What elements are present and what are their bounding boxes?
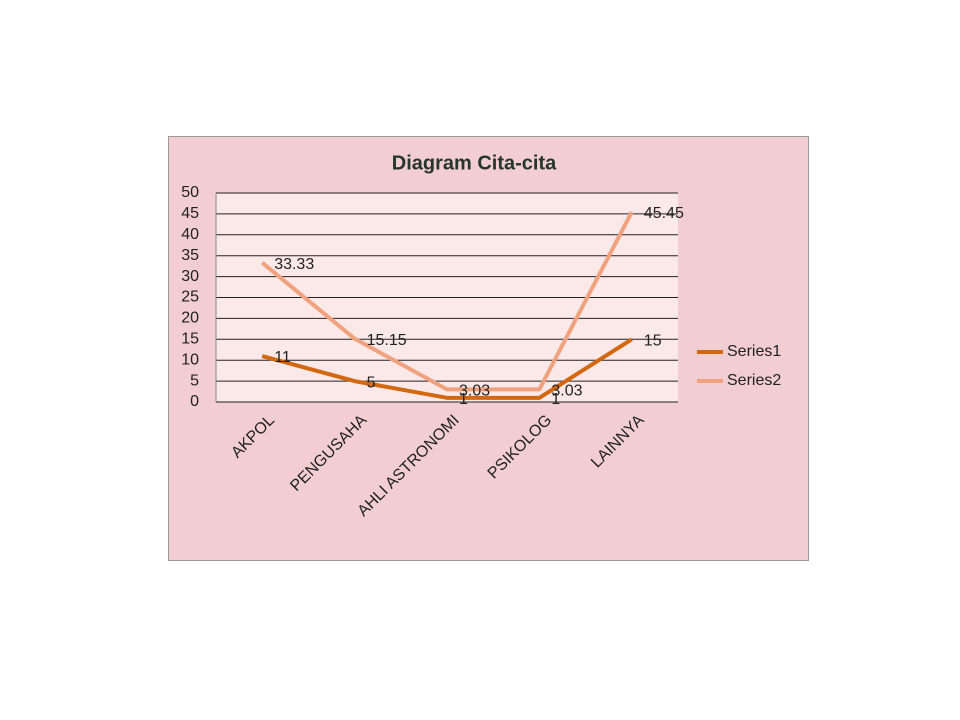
- series-line: [261, 337, 633, 400]
- data-label: 3.03: [459, 383, 490, 400]
- y-tick-label: 15: [181, 331, 199, 348]
- y-tick-label: 30: [181, 268, 199, 285]
- y-tick-label: 20: [181, 310, 199, 327]
- data-label: 15: [644, 333, 662, 350]
- y-tick-label: 0: [190, 393, 199, 410]
- data-label: 15.15: [367, 332, 407, 349]
- data-label: 1: [459, 391, 468, 408]
- data-label: 33.33: [274, 256, 314, 273]
- y-tick-label: 5: [190, 372, 199, 389]
- y-tick-label: 50: [181, 184, 199, 201]
- chart-title: Diagram Cita-cita: [392, 152, 557, 174]
- legend-label: Series2: [727, 372, 781, 389]
- y-tick-label: 40: [181, 226, 199, 243]
- data-label: 1: [551, 391, 560, 408]
- y-tick-label: 25: [181, 289, 199, 306]
- series-line: [260, 211, 634, 392]
- y-tick-label: 45: [181, 205, 199, 222]
- data-label: 45.45: [644, 205, 684, 222]
- data-label: 11: [274, 349, 291, 366]
- data-label: 5: [367, 374, 376, 391]
- y-tick-label: 35: [181, 247, 199, 264]
- data-label: 3.03: [551, 383, 582, 400]
- legend-label: Series1: [727, 343, 781, 360]
- y-tick-label: 10: [181, 351, 199, 368]
